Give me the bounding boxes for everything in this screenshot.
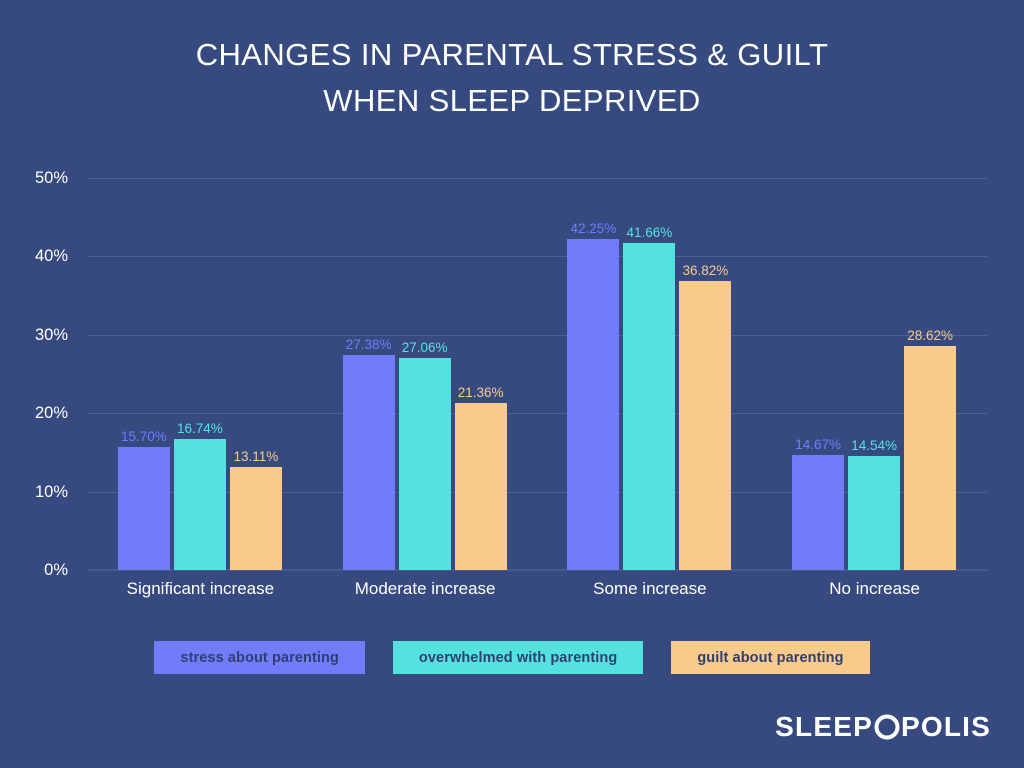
y-axis-labels: 0% 10% 20% 30% 40% 50% bbox=[0, 170, 68, 579]
bar-group: 14.67% 14.54% 28.62% bbox=[792, 178, 957, 570]
crescent-moon-icon bbox=[874, 714, 900, 740]
bar[interactable]: 36.82% bbox=[679, 263, 732, 570]
bar-value-label: 13.11% bbox=[233, 449, 279, 465]
bar[interactable]: 27.38% bbox=[342, 337, 395, 570]
bar[interactable]: 42.25% bbox=[567, 221, 620, 570]
gridline bbox=[88, 256, 987, 258]
page-title: CHANGES IN PARENTAL STRESS & GUILT WHEN … bbox=[195, 37, 829, 118]
logo-text-after: POLIS bbox=[900, 711, 991, 742]
legend-item[interactable]: overwhelmed with parenting bbox=[392, 641, 644, 674]
bar[interactable]: 41.66% bbox=[623, 225, 676, 570]
y-axis-tick-label: 50% bbox=[34, 169, 68, 187]
bar-value-label: 27.06% bbox=[401, 339, 448, 355]
gridline bbox=[88, 413, 987, 415]
y-axis-tick-label: 30% bbox=[34, 325, 68, 344]
bar[interactable]: 14.67% bbox=[792, 437, 845, 570]
bar[interactable]: 15.70% bbox=[117, 429, 170, 570]
bar-group: 42.25% 41.66% 36.82% bbox=[567, 178, 732, 570]
y-axis-tick-label: 20% bbox=[34, 404, 68, 423]
bar-value-label: 21.36% bbox=[457, 384, 504, 400]
bar[interactable]: 21.36% bbox=[454, 385, 507, 570]
bar-group: 15.70% 16.74% 13.11% bbox=[117, 178, 283, 570]
x-axis-category-label: Some increase bbox=[593, 579, 707, 598]
x-axis-category-label: Significant increase bbox=[126, 579, 275, 598]
legend-item[interactable]: guilt about parenting bbox=[671, 641, 870, 674]
bar[interactable]: 13.11% bbox=[229, 449, 282, 570]
bar[interactable]: 16.74% bbox=[173, 421, 226, 570]
y-axis-tick-label: 0% bbox=[44, 561, 68, 579]
bar-groups: 15.70% 16.74% 13.11% 27.38% 27.06% 21.36% 42.2… bbox=[88, 178, 987, 570]
bar[interactable]: 27.06% bbox=[398, 340, 451, 570]
chart-legend: stress about parenting overwhelmed with p… bbox=[0, 641, 1024, 674]
bar-value-label: 14.54% bbox=[851, 438, 898, 454]
bar-value-label: 36.82% bbox=[682, 263, 729, 279]
gridline bbox=[88, 334, 987, 336]
x-axis-line bbox=[88, 569, 987, 571]
bar-value-label: 41.66% bbox=[626, 225, 673, 241]
y-axis-tick-label: 40% bbox=[34, 247, 68, 266]
gridline bbox=[88, 178, 987, 179]
bar-value-label: 27.38% bbox=[345, 337, 392, 353]
bar-value-label: 16.74% bbox=[176, 420, 223, 436]
x-axis-category-label: Moderate increase bbox=[354, 579, 496, 598]
sleepopolis-logo: SLEEP POLIS bbox=[775, 712, 991, 742]
bar-group: 27.38% 27.06% 21.36% bbox=[342, 178, 508, 570]
legend-item[interactable]: stress about parenting bbox=[154, 641, 365, 674]
x-axis-category-label: No increase bbox=[829, 579, 920, 598]
plot-area bbox=[88, 178, 987, 571]
bar-value-label: 14.67% bbox=[795, 437, 842, 452]
logo-text-before: SLEEP bbox=[775, 711, 873, 742]
x-axis-labels: Significant increase Moderate increase Som… bbox=[88, 578, 987, 604]
bar-value-label: 42.25% bbox=[570, 220, 617, 236]
bar-value-label: 15.70% bbox=[120, 428, 167, 444]
bar-value-label: 28.62% bbox=[907, 327, 954, 343]
y-axis-tick-label: 10% bbox=[34, 482, 68, 501]
bar[interactable]: 28.62% bbox=[904, 328, 957, 570]
bar[interactable]: 14.54% bbox=[848, 438, 901, 570]
gridline bbox=[88, 491, 987, 493]
